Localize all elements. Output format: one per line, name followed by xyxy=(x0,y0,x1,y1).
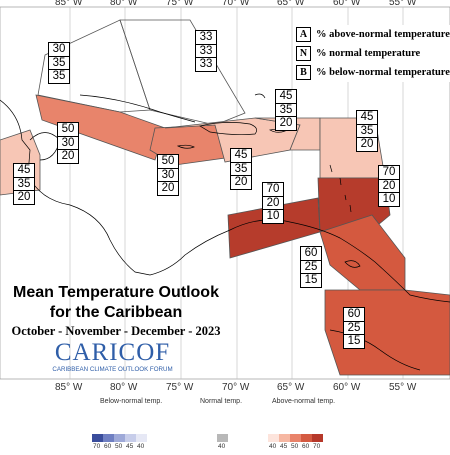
colorbar-tick: 40 xyxy=(218,443,226,450)
probability-box-leeward: 45 35 20 xyxy=(356,110,378,152)
logo-subtitle: CARIBBEAN CLIMATE OUTLOOK FORUM xyxy=(52,366,173,373)
bahamas-coast xyxy=(254,93,266,99)
colorbar-swatch-normal xyxy=(217,434,228,442)
colorbar: Below-normal temp. Normal temp. Above-no… xyxy=(0,396,450,450)
lesser-antilles-coast xyxy=(329,164,352,213)
colorbar-swatch-below xyxy=(125,434,136,442)
colorbar-tick: 70 xyxy=(93,443,101,450)
lon-label-bottom: 70° W xyxy=(222,382,250,393)
hispaniola-coast xyxy=(199,122,257,136)
colorbar-tick: 60 xyxy=(104,443,112,450)
lon-label-top: 60° W xyxy=(333,0,361,8)
outlook-zones xyxy=(0,19,450,376)
probability-box-trinidad: 60 25 15 xyxy=(300,246,322,288)
probability-box-cuba: 50 30 20 xyxy=(57,122,79,164)
legend-text-normal: % normal temperature xyxy=(316,48,421,59)
colorbar-tick: 45 xyxy=(280,443,288,450)
probability-box-belize: 45 35 20 xyxy=(13,163,35,205)
colorbar-below-title: Below-normal temp. xyxy=(100,398,163,405)
legend-row-above: A % above-normal temperature xyxy=(296,25,450,44)
south-america-north-coast xyxy=(149,219,450,303)
legend-text-above: % above-normal temperature xyxy=(316,29,450,40)
probability-box-bahamas-east: 33 33 33 xyxy=(195,30,217,72)
lon-label-bottom: 60° W xyxy=(333,382,361,393)
probability-box-bahamas-west: 30 35 35 xyxy=(48,42,70,84)
colorbar-above-title: Above-normal temp. xyxy=(272,398,336,405)
colorbar-swatch-above xyxy=(301,434,312,442)
lon-label-top: 55° W xyxy=(389,0,417,8)
central-america-coast xyxy=(0,99,151,276)
lon-label-bottom: 75° W xyxy=(166,382,194,393)
zone-bahamas-west xyxy=(37,19,151,113)
map-legend: A % above-normal temperature N % normal … xyxy=(296,25,450,82)
legend-row-normal: N % normal temperature xyxy=(296,44,450,63)
lon-label-top: 80° W xyxy=(110,0,138,8)
probability-box-windward: 70 20 10 xyxy=(378,165,400,207)
coastlines xyxy=(0,93,450,371)
lon-label-bottom: 55° W xyxy=(389,382,417,393)
lon-label-bottom: 85° W xyxy=(55,382,83,393)
colorbar-tick: 50 xyxy=(291,443,299,450)
caricof-logo: CARICOF CARIBBEAN CLIMATE OUTLOOK FORUM xyxy=(40,339,185,374)
colorbar-tick: 45 xyxy=(126,443,134,450)
lon-label-top: 65° W xyxy=(277,0,305,8)
colorbar-swatch-below xyxy=(114,434,125,442)
colorbar-tick: 50 xyxy=(115,443,123,450)
map-title: Mean Temperature Outlook for the Caribbe… xyxy=(2,283,230,323)
legend-key-n: N xyxy=(296,46,311,61)
colorbar-tick: 60 xyxy=(302,443,310,450)
probability-box-puerto-rico: 45 35 20 xyxy=(275,89,297,131)
colorbar-tick: 70 xyxy=(313,443,321,450)
legend-text-below: % below-normal temperature xyxy=(316,67,450,78)
legend-key-a: A xyxy=(296,27,311,42)
colorbar-swatch-above xyxy=(312,434,323,442)
colorbar-swatch-above xyxy=(290,434,301,442)
probability-box-guianas: 60 25 15 xyxy=(343,307,365,349)
logo-wordmark: CARICOF xyxy=(54,339,171,366)
trinidad-coast xyxy=(344,260,361,268)
colorbar-normal-title: Normal temp. xyxy=(200,398,243,405)
lon-label-bottom: 65° W xyxy=(277,382,305,393)
probability-box-jamaica: 50 30 20 xyxy=(157,154,179,196)
colorbar-tick: 40 xyxy=(269,443,277,450)
colorbar-swatch-above xyxy=(279,434,290,442)
forecast-period: October - November - December - 2023 xyxy=(11,324,221,338)
map-title-line1: Mean Temperature Outlook xyxy=(13,284,219,301)
jamaica-coast xyxy=(176,144,195,149)
lon-label-top: 70° W xyxy=(222,0,250,8)
legend-row-below: B % below-normal temperature xyxy=(296,63,450,82)
lon-label-bottom: 80° W xyxy=(110,382,138,393)
lon-label-top: 75° W xyxy=(166,0,194,8)
colorbar-swatch-below xyxy=(136,434,147,442)
probability-box-hispaniola: 45 35 20 xyxy=(230,148,252,190)
map-title-line2: for the Caribbean xyxy=(49,304,183,321)
legend-key-b: B xyxy=(296,65,311,80)
colorbar-swatch-below xyxy=(103,434,114,442)
lon-label-top: 85° W xyxy=(55,0,83,8)
probability-box-abc-islands: 70 20 10 xyxy=(262,182,284,224)
colorbar-tick: 40 xyxy=(137,443,145,450)
cuba-coast xyxy=(79,94,196,123)
colorbar-swatch-above xyxy=(268,434,279,442)
colorbar-swatch-below xyxy=(92,434,103,442)
